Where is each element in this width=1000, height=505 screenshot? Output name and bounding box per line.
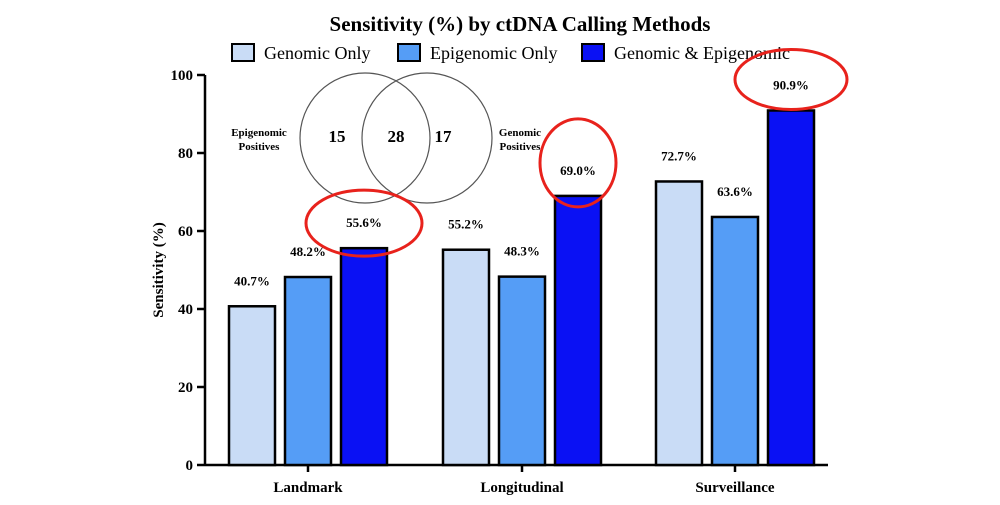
bar-longitudinal-series-3 xyxy=(553,194,603,467)
data-label-surveillance-series-1: 72.7% xyxy=(661,148,697,163)
y-tick-label-20: 20 xyxy=(178,380,193,396)
legend-swatch-2 xyxy=(397,43,421,62)
data-label-surveillance-series-2: 63.6% xyxy=(717,184,753,199)
bar-longitudinal-series-2 xyxy=(497,275,547,467)
venn-right-label: Genomic Positives xyxy=(499,127,541,153)
legend-label-3: Genomic & Epigenomic xyxy=(614,43,790,63)
bar-landmark-series-3 xyxy=(339,246,389,467)
venn-circle-right xyxy=(361,72,493,204)
venn-right-only: 17 xyxy=(435,127,453,146)
legend-swatch-3 xyxy=(581,43,605,62)
legend: Genomic Only Epigenomic Only Genomic & Epi… xyxy=(231,43,790,63)
y-tick-label-60: 60 xyxy=(178,224,193,240)
y-tick-label-100: 100 xyxy=(171,68,194,84)
legend-label-2: Epigenomic Only xyxy=(430,43,557,63)
category-label-landmark: Landmark xyxy=(273,480,343,496)
bar-landmark-series-1 xyxy=(227,305,277,467)
bar-surveillance-series-2 xyxy=(710,215,760,467)
y-axis-title: Sensitivity (%) xyxy=(151,222,167,317)
y-tick-label-0: 0 xyxy=(186,458,194,474)
bar-surveillance-series-3 xyxy=(766,109,816,467)
y-tick-label-80: 80 xyxy=(178,146,193,162)
category-label-longitudinal: Longitudinal xyxy=(480,480,563,496)
bar-landmark-series-2 xyxy=(283,275,333,467)
category-label-surveillance: Surveillance xyxy=(695,480,775,496)
data-label-longitudinal-series-1: 55.2% xyxy=(448,217,484,232)
highlight-circles xyxy=(304,47,849,258)
venn-circle-left xyxy=(299,72,431,204)
venn-overlap: 28 xyxy=(388,127,405,146)
venn-left-label: Epigenomic Positives xyxy=(231,127,287,153)
data-label-longitudinal-series-2: 48.3% xyxy=(504,244,540,259)
highlight-ellipse-surveillance xyxy=(733,47,849,111)
data-label-longitudinal-series-3: 69.0% xyxy=(560,163,596,178)
venn-left-only: 15 xyxy=(329,127,346,146)
data-label-landmark-series-2: 48.2% xyxy=(290,244,326,259)
bar-surveillance-series-1 xyxy=(654,180,704,467)
bars: 40.7% 48.2% 55.6% 55.2% 48.3% 69.0% 72.7% 63.6%… xyxy=(227,77,816,467)
highlight-ellipse-landmark xyxy=(304,188,424,258)
legend-swatch-1 xyxy=(231,43,255,62)
data-label-landmark-series-3: 55.6% xyxy=(346,215,382,230)
chart-title: Sensitivity (%) by ctDNA Calling Methods xyxy=(330,12,711,36)
legend-label-1: Genomic Only xyxy=(264,43,370,63)
bar-longitudinal-series-1 xyxy=(441,248,491,467)
data-label-surveillance-series-3: 90.9% xyxy=(773,77,809,92)
data-label-landmark-series-1: 40.7% xyxy=(234,273,270,288)
venn-diagram: 15 28 17 Epigenomic Positives Genomic Positive… xyxy=(231,72,541,204)
highlight-ellipse-longitudinal xyxy=(538,117,618,209)
y-tick-label-40: 40 xyxy=(178,302,193,318)
